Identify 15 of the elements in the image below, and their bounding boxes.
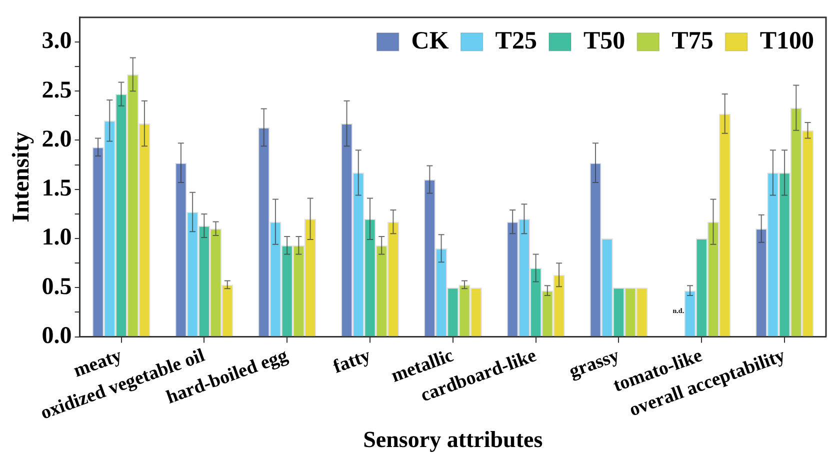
x-tick-label: fatty [330,344,374,378]
legend-label: CK [411,27,450,54]
y-tick-label: 0.0 [42,322,72,349]
y-tick-label: 3.0 [42,28,72,54]
legend-label: T25 [495,27,537,54]
y-tick-label: 2.0 [42,126,72,152]
y-tick-label: 0.5 [42,274,72,300]
legend-label: T100 [760,27,814,54]
y-tick-label: 1.5 [42,176,72,202]
y-tick-label: 1.0 [42,224,72,251]
y-tick-label: 2.5 [42,77,72,104]
x-axis-title: Sensory attributes [363,427,543,452]
y-axis-title: Intensity [8,132,35,222]
legend-label: T75 [672,27,714,54]
legend-label: T50 [583,27,626,54]
